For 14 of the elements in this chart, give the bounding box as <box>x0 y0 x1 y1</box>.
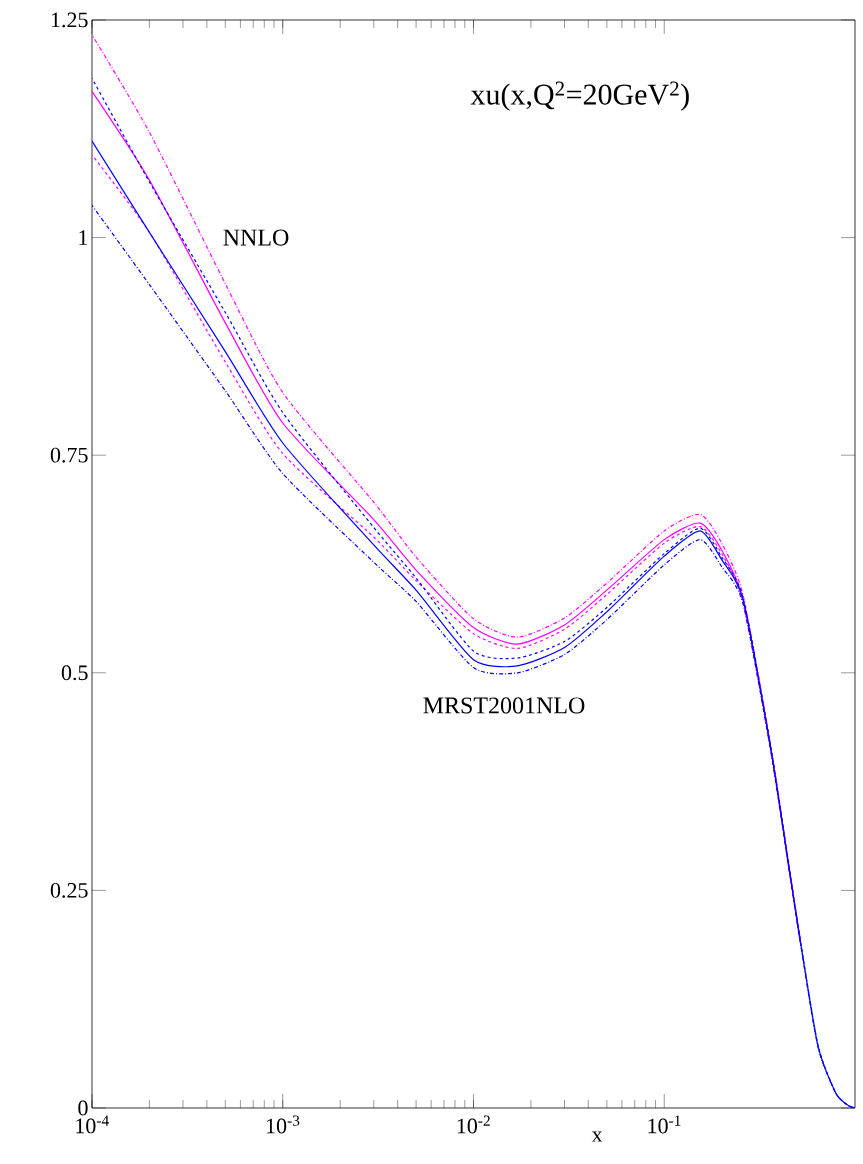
y-tick-label: 0.25 <box>50 882 88 898</box>
x-tick-label: 10$^{-2}$ <box>457 1115 490 1134</box>
annotation: NNLO <box>223 229 289 246</box>
y-tick-label: 1.25 <box>51 12 88 28</box>
y-tick-label: 0.5 <box>61 665 88 681</box>
x-tick-label: 10$^{-1}$ <box>648 1115 681 1134</box>
x-axis-title: x <box>591 1131 603 1142</box>
x-tick-label: 10$^{-3}$ <box>267 1115 300 1134</box>
y-tick-label: 0 <box>78 1100 88 1116</box>
y-tick-label: 1 <box>79 230 88 245</box>
y-tick-label: 0.75 <box>50 447 88 463</box>
text: xu(x,Q$^{2}$=20GeV$^{2}$) <box>470 81 689 111</box>
annotation: MRST2001NLO <box>423 697 585 714</box>
x-tick-label: 10$^{-4}$ <box>76 1115 109 1134</box>
